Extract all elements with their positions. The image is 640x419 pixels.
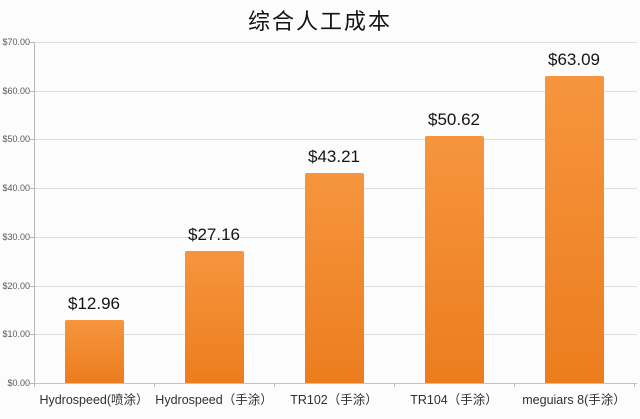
bar-value-label: $43.21 xyxy=(308,146,360,166)
gridline xyxy=(34,90,637,92)
chart-title: 综合人工成本 xyxy=(247,10,392,35)
bar xyxy=(184,250,244,383)
y-axis-tick xyxy=(30,334,35,336)
y-axis-tick-label: $40.00 xyxy=(2,183,30,194)
x-axis-label: meguiars 8(手涂） xyxy=(522,393,626,407)
x-axis-tick xyxy=(634,383,635,387)
x-axis-tick xyxy=(514,383,515,387)
x-axis-tick xyxy=(274,383,275,387)
plot-area: $12.96 $27.16 $43.21 $50.62 $63.09 xyxy=(34,42,637,387)
bar xyxy=(544,75,604,383)
y-axis-tick-label: $70.00 xyxy=(2,37,30,47)
y-axis-tick xyxy=(30,90,35,92)
x-axis-labels: Hydrospeed(喷涂） Hydrospeed（手涂） TR102（手涂） TR1… xyxy=(34,389,634,408)
y-axis-tick-label: $0.00 xyxy=(7,378,30,388)
y-axis-tick xyxy=(30,139,35,141)
bar-value-label: $27.16 xyxy=(188,224,240,244)
y-axis-tick xyxy=(30,383,35,384)
gridline xyxy=(34,42,637,43)
bar xyxy=(64,319,124,383)
x-axis-line xyxy=(34,383,637,384)
x-axis-label: Hydrospeed(喷涂） xyxy=(39,393,149,407)
y-axis-tick-label: $60.00 xyxy=(2,85,30,96)
bar-value-label: $63.09 xyxy=(548,49,600,69)
x-axis-label: TR102（手涂） xyxy=(290,393,378,407)
x-axis-label: Hydrospeed（手涂） xyxy=(155,393,273,407)
x-axis-tick xyxy=(34,383,35,387)
y-axis-tick-label: $30.00 xyxy=(2,231,30,242)
gridline xyxy=(34,139,637,141)
bar-value-label: $12.96 xyxy=(68,293,120,313)
bar xyxy=(424,136,484,383)
y-axis-tick xyxy=(30,188,35,190)
x-axis-tick xyxy=(394,383,395,387)
y-axis-tick-label: $50.00 xyxy=(2,134,30,145)
y-axis-tick xyxy=(30,42,35,43)
y-axis-tick xyxy=(30,285,35,287)
x-axis-tick xyxy=(154,383,155,387)
x-axis-label: TR104（手涂） xyxy=(410,393,498,407)
y-axis-tick-label: $10.00 xyxy=(2,329,30,340)
y-axis-line xyxy=(34,42,35,384)
bar-value-label: $50.62 xyxy=(428,110,480,130)
y-axis-tick-label: $20.00 xyxy=(2,280,30,291)
bar xyxy=(304,172,364,383)
y-axis-tick xyxy=(30,236,35,238)
